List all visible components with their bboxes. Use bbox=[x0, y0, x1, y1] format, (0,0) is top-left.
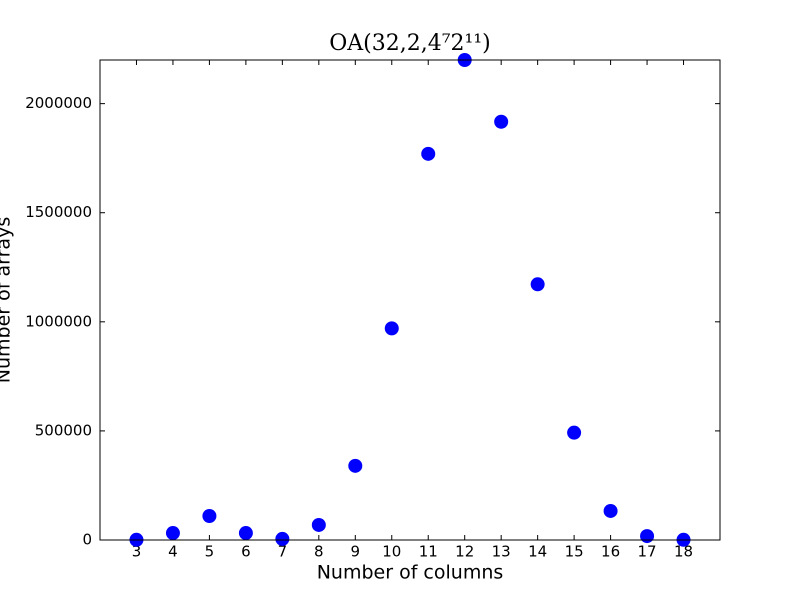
point bbox=[275, 531, 290, 546]
x-tick-label: 5 bbox=[205, 543, 215, 561]
point bbox=[530, 277, 545, 292]
point bbox=[640, 529, 655, 544]
point bbox=[165, 526, 180, 541]
x-tick-label: 15 bbox=[565, 543, 584, 561]
point bbox=[567, 425, 582, 440]
y-tick-label: 1500000 bbox=[25, 203, 92, 221]
x-tick-label: 10 bbox=[382, 543, 401, 561]
x-tick-label: 8 bbox=[314, 543, 324, 561]
x-axis-label: Number of columns bbox=[317, 562, 504, 584]
x-tick-label: 18 bbox=[674, 543, 693, 561]
point bbox=[202, 509, 217, 523]
x-tick-label: 14 bbox=[528, 543, 547, 561]
x-tick-label: 6 bbox=[241, 543, 251, 561]
point bbox=[311, 517, 326, 532]
y-tick-label: 0 bbox=[82, 531, 92, 549]
y-tick-label: 2000000 bbox=[25, 94, 92, 112]
point bbox=[238, 526, 253, 541]
x-tick-label: 16 bbox=[601, 543, 620, 561]
point bbox=[603, 503, 618, 518]
x-tick-label: 13 bbox=[492, 543, 511, 561]
y-tick-label: 500000 bbox=[35, 421, 92, 439]
y-axis-label: Number of arrays bbox=[0, 217, 15, 383]
point bbox=[348, 458, 363, 473]
y-tick-label: 1000000 bbox=[25, 312, 92, 330]
x-tick-label: 4 bbox=[168, 543, 178, 561]
x-tick-label: 9 bbox=[351, 543, 361, 561]
x-tick-label: 12 bbox=[455, 543, 474, 561]
x-tick-label: 11 bbox=[419, 543, 438, 561]
plot-frame bbox=[99, 59, 721, 541]
point bbox=[494, 114, 509, 129]
x-tick-label: 3 bbox=[132, 543, 142, 561]
x-tick-label: 7 bbox=[278, 543, 288, 561]
point bbox=[384, 321, 399, 336]
x-tick-label: 17 bbox=[638, 543, 657, 561]
point bbox=[421, 146, 436, 161]
chart-title: OA(32,2,4⁷2¹¹) bbox=[329, 31, 491, 56]
